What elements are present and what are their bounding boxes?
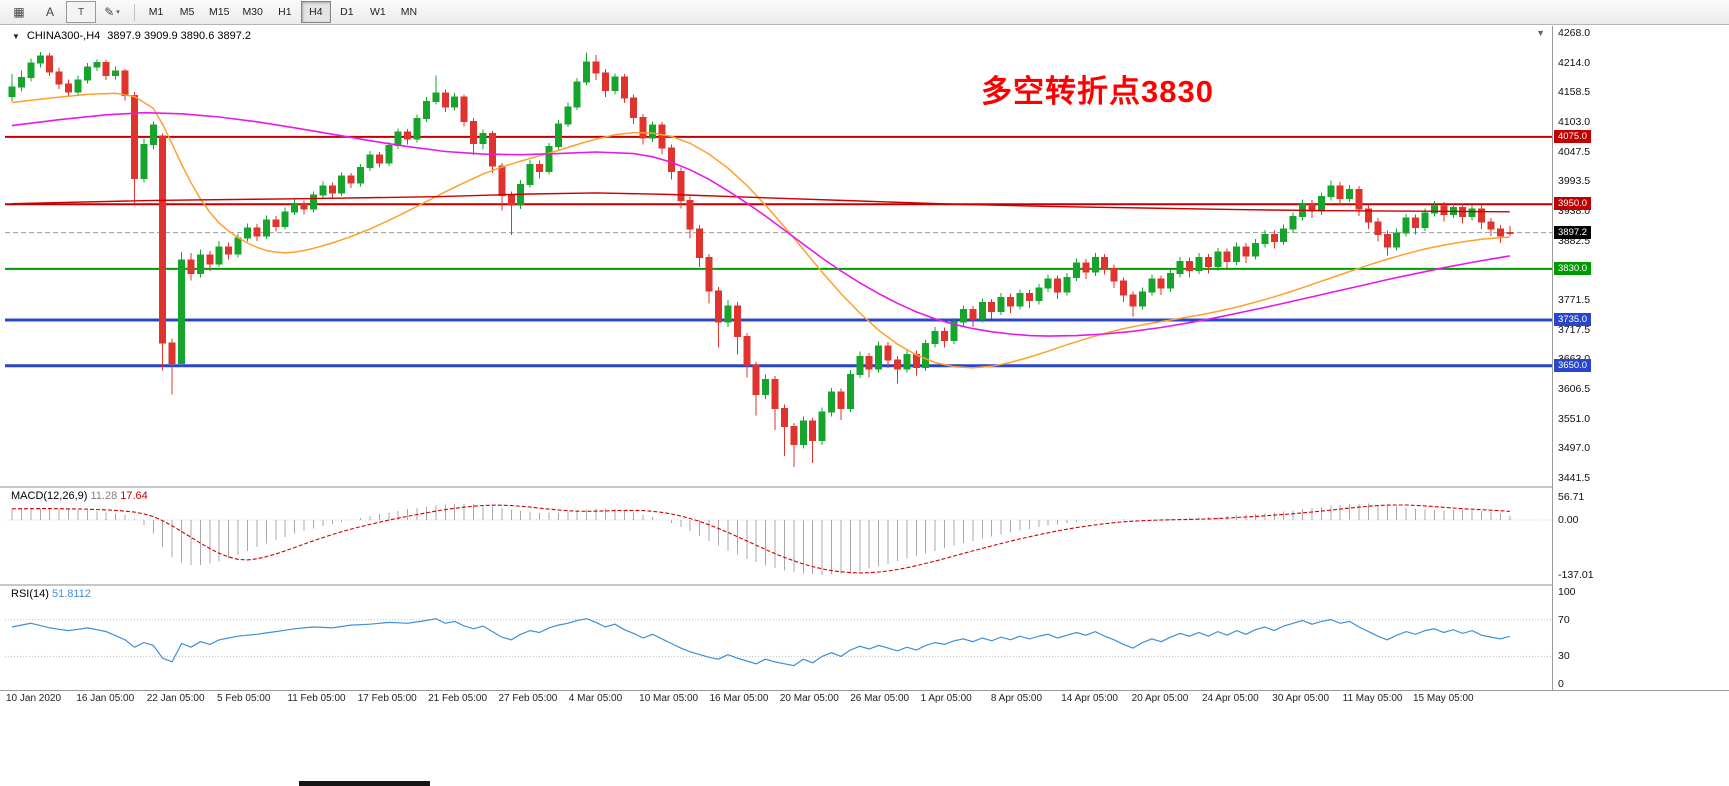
time-axis-label: 4 Mar 05:00 bbox=[568, 693, 623, 704]
rsi-label: RSI(14) 51.8112 bbox=[11, 588, 91, 600]
candles bbox=[8, 51, 1514, 467]
macd-axis-label: 56.71 bbox=[1558, 491, 1585, 504]
price-axis-label: 4103.0 bbox=[1558, 116, 1591, 128]
price-tag-3735.0: 3735.0 bbox=[1554, 312, 1592, 326]
chart-ohlc-values: 3897.9 3909.9 3890.6 3897.2 bbox=[107, 30, 252, 42]
timeframe-button-m15[interactable]: M15 bbox=[209, 6, 230, 18]
price-axis-label: 3717.5 bbox=[1558, 323, 1591, 336]
price-axis-label: 3993.5 bbox=[1558, 175, 1591, 188]
price-tag-3650.0: 3650.0 bbox=[1554, 358, 1592, 372]
chart-symbol-icon: ▼ bbox=[12, 31, 20, 41]
grid-tool-icon[interactable]: ▦ bbox=[13, 5, 25, 19]
timeframe-button-h1[interactable]: H1 bbox=[278, 6, 292, 18]
rsi-canvas[interactable] bbox=[5, 586, 1553, 690]
chart-symbol-label: CHINA300-,H4 bbox=[26, 30, 101, 42]
timeframe-button-m30[interactable]: M30 bbox=[242, 6, 263, 18]
panel-separator[interactable] bbox=[0, 584, 1729, 586]
rsi-line bbox=[11, 618, 1510, 667]
time-axis-label: 14 Apr 05:00 bbox=[1061, 693, 1118, 704]
time-axis-label: 30 Apr 05:00 bbox=[1272, 693, 1330, 704]
rsi-axis-label: 100 bbox=[1558, 586, 1576, 598]
price-axis-label: 4158.5 bbox=[1558, 86, 1591, 99]
rsi-value: 51.8112 bbox=[51, 588, 91, 600]
price-chart-panel[interactable]: ▼ CHINA300-,H4 3897.9 3909.9 3890.6 3897… bbox=[5, 26, 1553, 486]
price-axis-label: 4214.0 bbox=[1558, 56, 1591, 69]
price-axis-label: 3551.0 bbox=[1558, 412, 1591, 425]
dropdown-caret-icon: ▾ bbox=[116, 9, 120, 16]
price-axis-label: 4268.0 bbox=[1558, 27, 1591, 39]
price-axis-label: 3771.5 bbox=[1558, 294, 1591, 306]
time-axis-label: 17 Feb 05:00 bbox=[357, 693, 417, 704]
price-tag-4075.0: 4075.0 bbox=[1554, 129, 1592, 143]
toolbar: ▦ A T ✎ ▾ M1 M5 M15 M30 H1 H4 D1 W1 MN bbox=[0, 0, 1729, 25]
bottom-bar bbox=[299, 781, 430, 786]
time-axis-label: 11 Feb 05:00 bbox=[287, 693, 346, 704]
timeframe-button-d1[interactable]: D1 bbox=[340, 6, 354, 18]
chart-shift-marker-icon: ▼ bbox=[1536, 28, 1545, 38]
rsi-axis-label: 70 bbox=[1558, 613, 1570, 626]
current-price-tag: 3897.2 bbox=[1554, 225, 1592, 239]
timeframe-button-w1[interactable]: W1 bbox=[370, 6, 386, 18]
ma-magenta-line bbox=[11, 111, 1510, 337]
timeframe-button-m1[interactable]: M1 bbox=[148, 6, 164, 18]
timeframe-button-m5[interactable]: M5 bbox=[179, 6, 195, 18]
time-axis-label: 26 Mar 05:00 bbox=[850, 693, 910, 704]
price-tag-3830.0: 3830.0 bbox=[1554, 261, 1592, 275]
bottom-strip bbox=[0, 707, 1729, 786]
macd-axis-label: 0.00 bbox=[1558, 514, 1579, 526]
time-axis[interactable]: 10 Jan 2020 16 Jan 05:00 22 Jan 05:00 5 Feb… bbox=[0, 690, 1729, 707]
price-axis-label: 3441.5 bbox=[1558, 472, 1591, 484]
price-tag-3950.0: 3950.0 bbox=[1554, 197, 1592, 211]
time-axis-label: 5 Feb 05:00 bbox=[217, 693, 271, 704]
price-chart-canvas[interactable] bbox=[5, 26, 1553, 486]
macd-main-value: 11.28 bbox=[90, 490, 118, 502]
rsi-axis-label: 0 bbox=[1558, 678, 1564, 690]
time-axis-label: 20 Mar 05:00 bbox=[779, 693, 839, 704]
price-axis-label: 4047.5 bbox=[1558, 145, 1591, 158]
time-axis-label: 16 Mar 05:00 bbox=[709, 693, 769, 704]
macd-axis-label: -137.01 bbox=[1558, 568, 1594, 581]
time-axis-label: 27 Feb 05:00 bbox=[498, 693, 558, 704]
time-axis-label: 10 Jan 2020 bbox=[6, 693, 62, 704]
time-axis-label: 24 Apr 05:00 bbox=[1201, 693, 1259, 704]
time-axis-label: 10 Mar 05:00 bbox=[639, 693, 699, 704]
ma-red-line bbox=[11, 192, 1510, 213]
chart-header: ▼ CHINA300-,H4 3897.9 3909.9 3890.6 3897… bbox=[12, 30, 251, 42]
macd-canvas[interactable] bbox=[5, 488, 1553, 584]
macd-name: MACD(12,26,9) bbox=[11, 490, 88, 502]
time-axis-label: 15 May 05:00 bbox=[1413, 693, 1474, 704]
panel-separator[interactable] bbox=[0, 486, 1729, 488]
text-tool-icon[interactable]: A bbox=[45, 5, 54, 19]
timeframe-button-mn[interactable]: MN bbox=[400, 6, 418, 18]
time-axis-label: 16 Jan 05:00 bbox=[76, 693, 135, 704]
time-axis-label: 22 Jan 05:00 bbox=[146, 693, 205, 704]
price-axis-label: 3606.5 bbox=[1558, 383, 1591, 395]
time-axis-label: 11 May 05:00 bbox=[1342, 693, 1403, 704]
chart-annotation-text[interactable]: 多空转折点3830 bbox=[981, 74, 1214, 109]
time-axis-label: 20 Apr 05:00 bbox=[1131, 693, 1189, 704]
axis-border bbox=[1552, 26, 1553, 690]
time-axis-label: 1 Apr 05:00 bbox=[920, 693, 972, 704]
macd-label: MACD(12,26,9) 11.28 17.64 bbox=[11, 490, 148, 502]
rsi-axis-label: 30 bbox=[1558, 650, 1570, 663]
macd-signal-value: 17.64 bbox=[120, 490, 148, 502]
draw-tools-icon[interactable]: ✎ ▾ bbox=[104, 5, 120, 19]
macd-histogram bbox=[11, 503, 1511, 575]
price-axis-label: 3497.0 bbox=[1558, 442, 1591, 455]
macd-signal-line bbox=[11, 504, 1510, 574]
price-axis[interactable]: 4268.0 4214.0 4158.5 4103.0 4047.5 3993.5 3938… bbox=[1553, 26, 1729, 690]
rsi-name: RSI(14) bbox=[11, 588, 49, 600]
label-tool-icon[interactable]: T bbox=[66, 1, 96, 23]
macd-panel[interactable]: MACD(12,26,9) 11.28 17.64 bbox=[5, 488, 1553, 584]
time-axis-label: 21 Feb 05:00 bbox=[428, 693, 488, 704]
toolbar-separator bbox=[134, 3, 135, 21]
rsi-panel[interactable]: RSI(14) 51.8112 bbox=[5, 586, 1553, 690]
time-axis-label: 8 Apr 05:00 bbox=[990, 693, 1043, 704]
timeframe-button-h4[interactable]: H4 bbox=[300, 1, 331, 23]
ma-orange-line bbox=[11, 92, 1510, 369]
